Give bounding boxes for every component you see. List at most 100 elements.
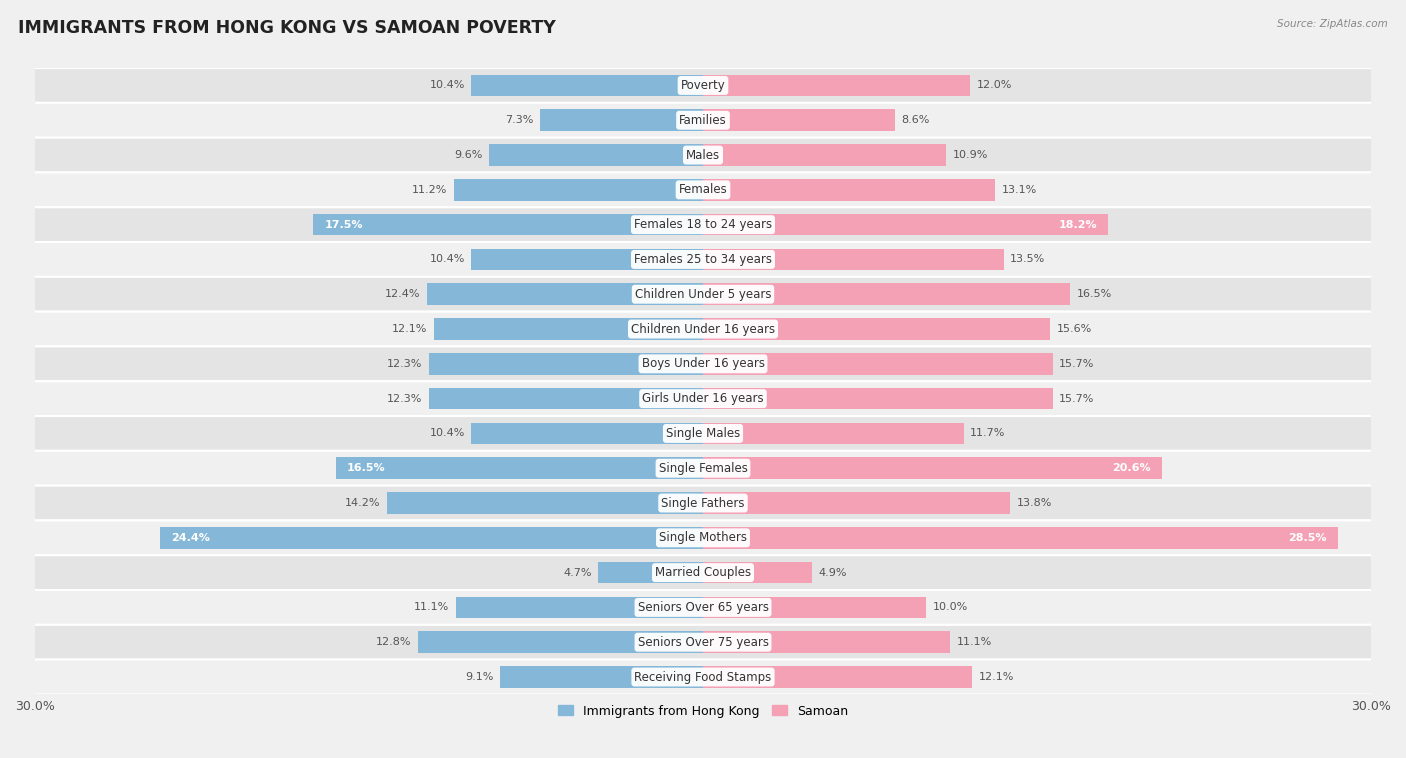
Text: 9.6%: 9.6%	[454, 150, 482, 160]
Text: 11.7%: 11.7%	[970, 428, 1005, 438]
FancyBboxPatch shape	[24, 555, 1382, 590]
Bar	[703, 353, 1053, 374]
Text: 10.4%: 10.4%	[429, 428, 465, 438]
Bar	[501, 666, 703, 688]
Bar	[429, 388, 703, 409]
FancyBboxPatch shape	[24, 521, 1382, 555]
Bar	[540, 109, 703, 131]
Bar	[160, 527, 703, 549]
FancyBboxPatch shape	[24, 173, 1382, 207]
Text: 24.4%: 24.4%	[170, 533, 209, 543]
Bar	[599, 562, 703, 584]
Bar	[433, 318, 703, 340]
FancyBboxPatch shape	[24, 486, 1382, 521]
Text: Boys Under 16 years: Boys Under 16 years	[641, 357, 765, 371]
Text: 12.3%: 12.3%	[387, 359, 422, 369]
FancyBboxPatch shape	[24, 312, 1382, 346]
Text: IMMIGRANTS FROM HONG KONG VS SAMOAN POVERTY: IMMIGRANTS FROM HONG KONG VS SAMOAN POVE…	[18, 19, 555, 37]
Bar	[703, 109, 894, 131]
FancyBboxPatch shape	[24, 381, 1382, 416]
Text: 10.9%: 10.9%	[952, 150, 988, 160]
Text: 11.2%: 11.2%	[412, 185, 447, 195]
Text: 15.7%: 15.7%	[1059, 393, 1095, 403]
Text: Females 18 to 24 years: Females 18 to 24 years	[634, 218, 772, 231]
Text: Children Under 16 years: Children Under 16 years	[631, 323, 775, 336]
Bar	[703, 179, 994, 201]
Text: Single Mothers: Single Mothers	[659, 531, 747, 544]
Text: Poverty: Poverty	[681, 79, 725, 92]
Bar	[703, 631, 950, 653]
FancyBboxPatch shape	[24, 346, 1382, 381]
Text: 11.1%: 11.1%	[957, 637, 993, 647]
Text: 12.1%: 12.1%	[979, 672, 1015, 682]
Text: 12.3%: 12.3%	[387, 393, 422, 403]
Text: 18.2%: 18.2%	[1059, 220, 1097, 230]
Bar	[489, 144, 703, 166]
Text: Seniors Over 65 years: Seniors Over 65 years	[637, 601, 769, 614]
Bar	[703, 283, 1070, 305]
Bar	[429, 353, 703, 374]
Text: Males: Males	[686, 149, 720, 161]
FancyBboxPatch shape	[24, 138, 1382, 173]
Text: 16.5%: 16.5%	[1077, 290, 1112, 299]
Text: 20.6%: 20.6%	[1112, 463, 1150, 473]
Text: 10.0%: 10.0%	[932, 603, 967, 612]
Bar	[703, 388, 1053, 409]
Text: Females: Females	[679, 183, 727, 196]
Text: 12.0%: 12.0%	[977, 80, 1012, 90]
Text: 14.2%: 14.2%	[344, 498, 380, 508]
Bar	[471, 75, 703, 96]
FancyBboxPatch shape	[24, 242, 1382, 277]
Text: 10.4%: 10.4%	[429, 255, 465, 265]
FancyBboxPatch shape	[24, 68, 1382, 103]
Bar	[703, 423, 963, 444]
Text: 4.7%: 4.7%	[564, 568, 592, 578]
Bar	[703, 597, 925, 619]
Text: 11.1%: 11.1%	[413, 603, 449, 612]
Text: 13.5%: 13.5%	[1011, 255, 1046, 265]
Text: 15.6%: 15.6%	[1057, 324, 1092, 334]
FancyBboxPatch shape	[24, 590, 1382, 625]
FancyBboxPatch shape	[24, 103, 1382, 138]
Text: Married Couples: Married Couples	[655, 566, 751, 579]
Bar	[703, 144, 946, 166]
FancyBboxPatch shape	[24, 451, 1382, 486]
Text: Receiving Food Stamps: Receiving Food Stamps	[634, 671, 772, 684]
Bar	[427, 283, 703, 305]
Text: 28.5%: 28.5%	[1288, 533, 1326, 543]
Bar	[314, 214, 703, 236]
Bar	[703, 457, 1161, 479]
Bar	[703, 562, 813, 584]
Bar	[703, 527, 1337, 549]
Bar	[454, 179, 703, 201]
Legend: Immigrants from Hong Kong, Samoan: Immigrants from Hong Kong, Samoan	[553, 700, 853, 722]
Bar	[703, 214, 1108, 236]
Text: 13.1%: 13.1%	[1001, 185, 1036, 195]
FancyBboxPatch shape	[24, 625, 1382, 659]
Bar	[387, 492, 703, 514]
FancyBboxPatch shape	[24, 277, 1382, 312]
Text: Girls Under 16 years: Girls Under 16 years	[643, 392, 763, 405]
Text: Source: ZipAtlas.com: Source: ZipAtlas.com	[1277, 19, 1388, 29]
Text: 12.1%: 12.1%	[391, 324, 427, 334]
FancyBboxPatch shape	[24, 207, 1382, 242]
Text: 16.5%: 16.5%	[347, 463, 385, 473]
Bar	[418, 631, 703, 653]
Text: Single Females: Single Females	[658, 462, 748, 475]
Text: Children Under 5 years: Children Under 5 years	[634, 288, 772, 301]
Text: 10.4%: 10.4%	[429, 80, 465, 90]
Bar	[456, 597, 703, 619]
Text: Females 25 to 34 years: Females 25 to 34 years	[634, 253, 772, 266]
Text: 9.1%: 9.1%	[465, 672, 494, 682]
Bar	[471, 249, 703, 271]
Bar	[336, 457, 703, 479]
Text: Single Fathers: Single Fathers	[661, 496, 745, 509]
Bar	[703, 666, 973, 688]
Text: 15.7%: 15.7%	[1059, 359, 1095, 369]
Text: 13.8%: 13.8%	[1017, 498, 1052, 508]
Text: 12.4%: 12.4%	[385, 290, 420, 299]
FancyBboxPatch shape	[24, 659, 1382, 694]
Text: 8.6%: 8.6%	[901, 115, 929, 125]
Bar	[703, 492, 1011, 514]
Text: 7.3%: 7.3%	[505, 115, 534, 125]
